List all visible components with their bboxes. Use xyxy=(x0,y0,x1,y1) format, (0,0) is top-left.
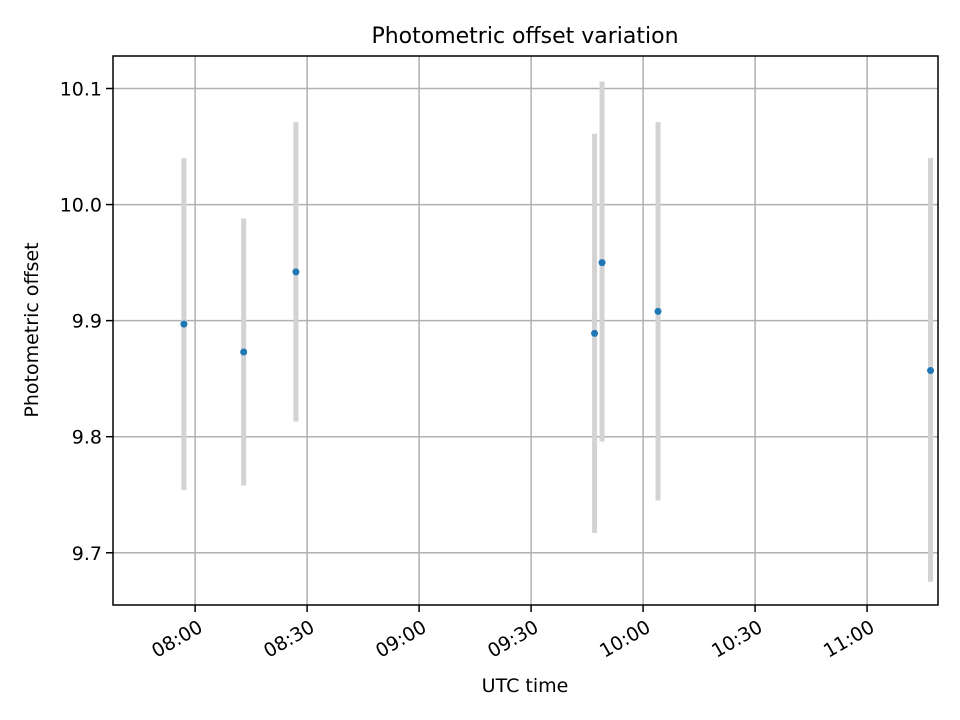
data-point xyxy=(598,259,606,267)
y-axis-label: Photometric offset xyxy=(21,242,43,417)
x-axis-label: UTC time xyxy=(482,675,569,697)
plot-frame xyxy=(112,55,939,606)
data-point xyxy=(591,329,599,337)
data-point xyxy=(180,320,188,328)
x-tick-label: 10:30 xyxy=(708,616,766,662)
y-tick-label: 9.8 xyxy=(72,427,102,449)
x-tick-label: 09:30 xyxy=(484,616,542,662)
y-tick-label: 9.7 xyxy=(72,543,102,565)
data-point xyxy=(240,348,248,356)
x-tick-label: 11:00 xyxy=(820,616,878,662)
error-bars xyxy=(181,81,934,582)
y-tick-label: 10.1 xyxy=(60,78,102,100)
x-tick-label: 09:00 xyxy=(372,616,430,662)
data-point xyxy=(292,268,300,276)
x-tick-label: 08:30 xyxy=(260,616,318,662)
grid xyxy=(113,56,938,605)
data-point xyxy=(927,367,935,375)
y-tick-label: 9.9 xyxy=(72,311,102,333)
y-tick-label: 10.0 xyxy=(60,195,102,217)
x-tick-label: 10:00 xyxy=(596,616,654,662)
x-tick-label: 08:00 xyxy=(148,616,206,662)
chart-title: Photometric offset variation xyxy=(371,24,678,49)
data-point xyxy=(654,307,662,315)
data-points xyxy=(180,259,935,375)
